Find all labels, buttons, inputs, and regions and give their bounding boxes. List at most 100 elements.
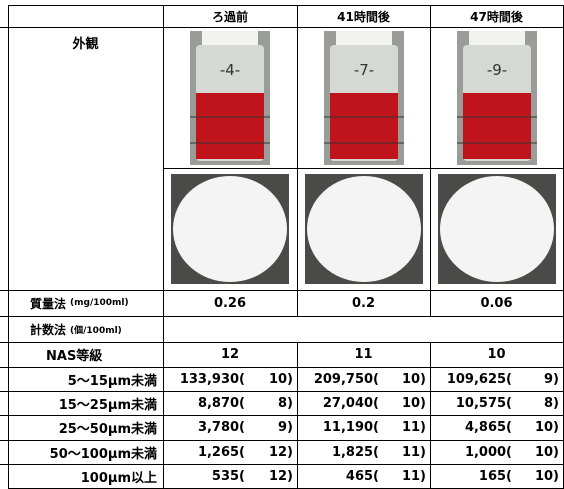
- nas-value: 12: [220, 347, 240, 362]
- table-cell: 8,870( 8): [163, 391, 298, 416]
- row-label: 計数法: [30, 322, 67, 337]
- particle-count: 8,870(: [197, 395, 245, 411]
- table-border: [8, 5, 564, 6]
- bottle-photo: -7-: [323, 30, 404, 165]
- mass-value: 0.06: [480, 295, 513, 311]
- particle-count: 165(: [478, 468, 512, 484]
- particle-count: 209,750(: [313, 371, 379, 387]
- table-cell: NAS等級: [8, 342, 164, 368]
- table-cell: 165(10): [430, 464, 564, 489]
- column-header: 47時間後: [470, 9, 523, 24]
- particle-count: 4,865(: [464, 420, 512, 435]
- filter-disc: [439, 176, 554, 282]
- table-cell: 4,865( 10): [430, 415, 564, 441]
- table-cell: 10: [430, 342, 564, 368]
- filter-photo: [304, 174, 423, 284]
- cut-cell-line: [0, 464, 8, 465]
- particle-count: 3,780(: [197, 420, 245, 435]
- row-label: NAS等級: [46, 349, 103, 364]
- bottle-label: -9-: [486, 61, 506, 79]
- table-cell: 0.06: [430, 290, 564, 317]
- table-cell: 1,000(10): [430, 440, 564, 465]
- row-label: 25～50μm未満: [58, 422, 157, 437]
- bottle-cap: [202, 30, 258, 45]
- table-cell: 41時間後: [297, 5, 431, 28]
- table-cell: -7-: [297, 27, 431, 169]
- particle-class: 12): [268, 444, 293, 460]
- table-cell: [8, 5, 164, 28]
- table-cell: -9-: [430, 27, 564, 169]
- table-cell: 535( 12): [163, 464, 298, 489]
- cut-cell-line: [0, 415, 8, 416]
- particle-class: 8): [544, 395, 559, 411]
- table-cell: 465( 11): [297, 464, 431, 489]
- filter-disc: [306, 176, 421, 282]
- bottle-photo: -9-: [456, 30, 537, 165]
- table-cell: 11: [297, 342, 431, 368]
- table-cell: 1,265(12): [163, 440, 298, 465]
- filter-photo: [437, 174, 556, 284]
- table-cell: 100μm以上: [8, 464, 164, 489]
- particle-class: 12): [268, 468, 293, 484]
- table-cell: 11,190( 11): [297, 415, 431, 441]
- table-cell: 15～25μm未満: [8, 391, 164, 416]
- table-cell: [163, 168, 298, 291]
- particle-count: 133,930(: [179, 371, 245, 387]
- bottle-cap: [468, 30, 525, 45]
- cut-cell-line: [0, 440, 8, 441]
- column-header: 41時間後: [337, 9, 390, 24]
- table-cell: 50～100μm未満: [8, 440, 164, 465]
- cut-cell-line: [0, 316, 8, 317]
- particle-class: 11): [401, 420, 426, 435]
- cut-cell-line: [0, 27, 8, 28]
- row-label: 外観: [72, 37, 99, 52]
- table-cell: 209,750( 10): [297, 367, 431, 392]
- table-border: [8, 5, 9, 488]
- row-label: 5～15μm未満: [67, 373, 157, 389]
- particle-class: 11): [401, 468, 426, 484]
- row-label: 質量法: [30, 296, 67, 311]
- row-unit: (mg/100ml): [70, 298, 129, 308]
- table-cell: 質量法 (mg/100ml): [8, 290, 164, 317]
- filter-disc: [173, 176, 287, 282]
- table-cell: [297, 168, 431, 291]
- nas-value: 11: [354, 347, 373, 362]
- bottle-photo: -4-: [190, 30, 270, 165]
- table-cell: 0.2: [297, 290, 431, 317]
- table-cell: 10,575( 8): [430, 391, 564, 416]
- particle-count: 109,625(: [446, 371, 512, 387]
- row-unit: (個/100ml): [70, 325, 122, 336]
- table-cell: [430, 168, 564, 291]
- table-cell: 外観: [8, 27, 164, 291]
- row-label: 50～100μm未満: [49, 446, 157, 462]
- bottle-label: -7-: [353, 61, 373, 79]
- mass-value: 0.2: [351, 295, 376, 311]
- particle-class: 10): [401, 395, 426, 411]
- cut-cell-line: [0, 391, 8, 392]
- particle-count: 11,190(: [322, 420, 379, 435]
- particle-count: 465(: [345, 468, 379, 484]
- filter-photo: [171, 174, 289, 284]
- particle-class: 8): [278, 395, 293, 411]
- cut-cell-line: [0, 342, 8, 343]
- bottle-cap: [335, 30, 392, 45]
- row-label: 15～25μm未満: [58, 397, 157, 413]
- particle-count: 535(: [211, 468, 245, 484]
- particle-count: 10,575(: [455, 395, 512, 411]
- particle-class: 10): [534, 420, 559, 435]
- column-header: ろ過前: [211, 9, 248, 24]
- table-cell: 12: [163, 342, 298, 368]
- particle-count: 1,000(: [464, 444, 512, 460]
- table-cell: [163, 316, 564, 343]
- table-cell: 133,930( 10): [163, 367, 298, 392]
- bottle-label: -4-: [220, 61, 240, 79]
- cut-cell-line: [0, 367, 8, 368]
- bottle-liquid: [462, 92, 531, 159]
- table-cell: -4-: [163, 27, 298, 169]
- particle-class: 10): [268, 371, 293, 387]
- table-cell: ろ過前: [163, 5, 298, 28]
- particle-class: 10): [401, 371, 426, 387]
- bottle-liquid: [329, 92, 398, 159]
- table-cell: 47時間後: [430, 5, 564, 28]
